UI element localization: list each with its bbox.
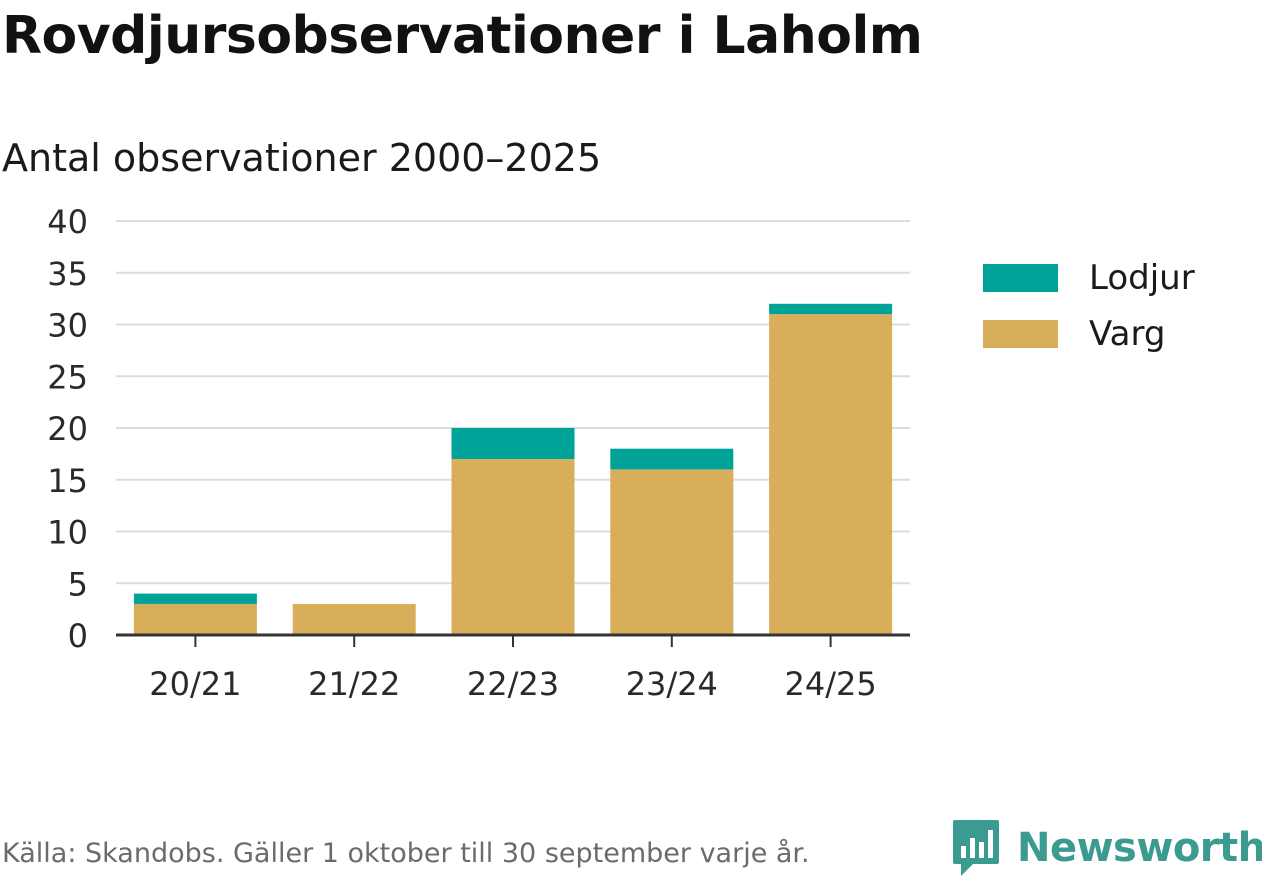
y-tick-label: 20 — [47, 410, 88, 448]
x-tick-label: 20/21 — [149, 665, 241, 703]
brand-name: Newsworthy — [1017, 825, 1262, 871]
y-axis-ticks: 0 5 10 15 20 25 30 35 40 — [47, 203, 88, 655]
y-tick-label: 0 — [68, 617, 88, 655]
newsworthy-logo-icon — [953, 820, 999, 876]
legend-item-lodjur: Lodjur — [983, 255, 1195, 301]
y-tick-label: 40 — [47, 203, 88, 241]
legend-label-varg: Varg — [1089, 314, 1166, 354]
bar-lodjur-24-25 — [769, 303, 893, 315]
chart-subtitle: Antal observationer 2000–2025 — [2, 136, 602, 180]
y-tick-label: 25 — [47, 358, 88, 396]
y-tick-label: 5 — [68, 565, 88, 603]
x-axis-ticks: 20/21 21/22 22/23 23/24 24/25 — [149, 635, 877, 703]
bar-lodjur-22-23 — [451, 428, 575, 460]
bar-varg-21-22 — [292, 603, 416, 635]
bar-varg-22-23 — [451, 459, 575, 635]
bar-varg-23-24 — [610, 469, 734, 635]
y-tick-label: 35 — [47, 255, 88, 293]
y-tick-label: 30 — [47, 307, 88, 345]
bar-chart: 0 5 10 15 20 25 30 35 40 20/21 21/22 22/23 23/24 24/… — [47, 203, 910, 703]
bars — [133, 303, 893, 635]
chart-title: Rovdjursobservationer i Laholm — [2, 6, 923, 66]
legend-swatch-varg — [983, 320, 1058, 348]
legend-item-varg: Varg — [983, 311, 1195, 357]
y-tick-label: 10 — [47, 514, 88, 552]
legend-swatch-lodjur — [983, 264, 1058, 292]
bar-varg-20-21 — [133, 603, 257, 635]
legend: Lodjur Varg — [983, 255, 1195, 367]
bar-lodjur-20-21 — [133, 593, 257, 604]
x-tick-label: 24/25 — [784, 665, 876, 703]
bar-lodjur-23-24 — [610, 448, 734, 470]
source-note: Källa: Skandobs. Gäller 1 oktober till 3… — [2, 838, 810, 869]
x-tick-label: 23/24 — [626, 665, 718, 703]
x-tick-label: 22/23 — [467, 665, 559, 703]
legend-label-lodjur: Lodjur — [1089, 258, 1195, 298]
x-tick-label: 21/22 — [308, 665, 400, 703]
y-tick-label: 15 — [47, 462, 88, 500]
brand-logo: Newsworthy — [951, 818, 1262, 878]
bar-varg-24-25 — [769, 314, 893, 635]
